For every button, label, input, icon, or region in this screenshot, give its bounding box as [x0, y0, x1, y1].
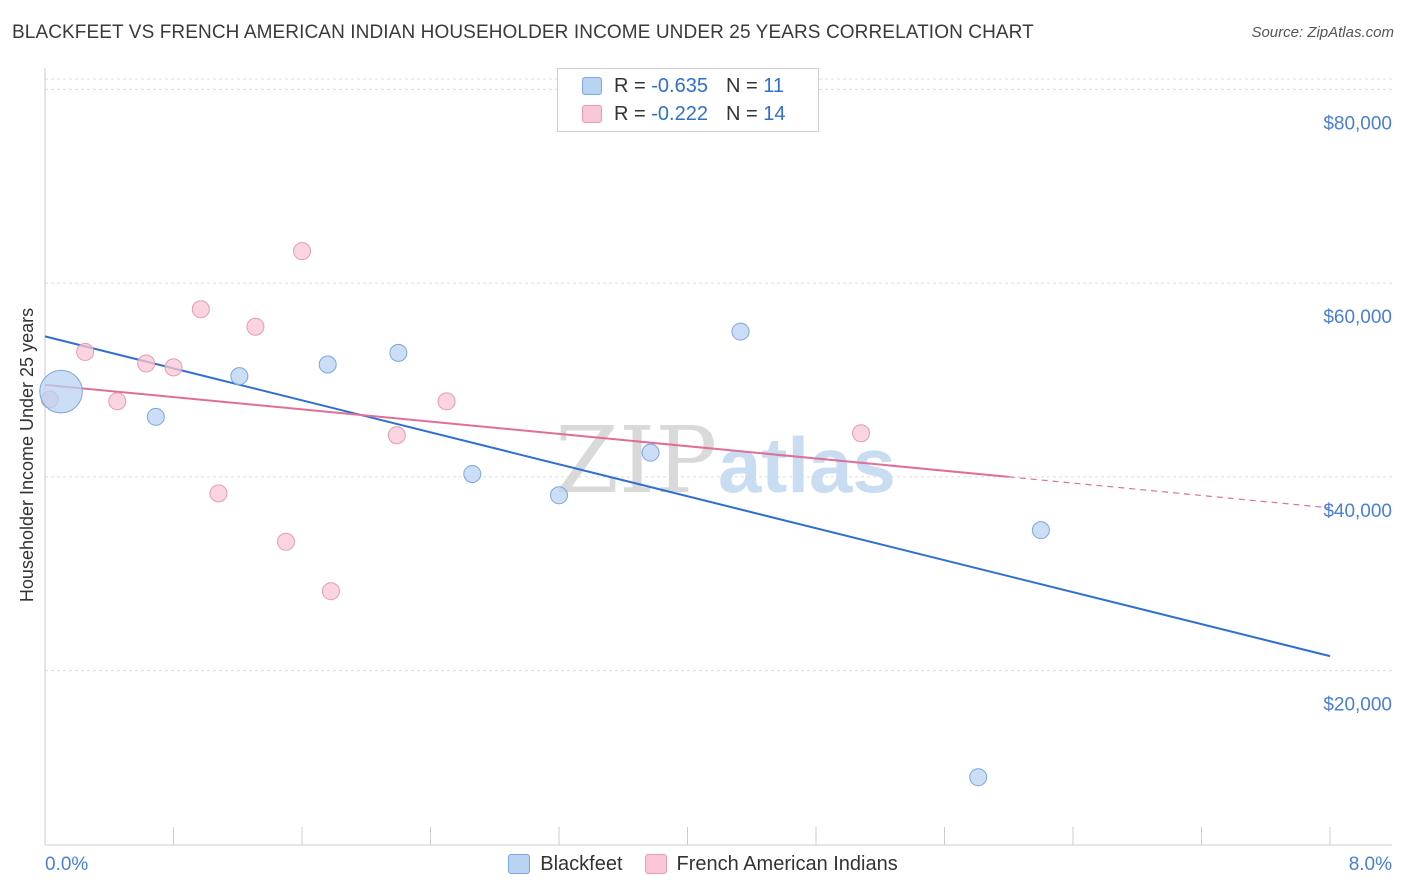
point-french [209, 484, 228, 503]
legend-r-label: R = [614, 74, 646, 97]
legend-r-label: R = [614, 102, 646, 125]
point-french [108, 392, 127, 411]
point-blackfeet [550, 486, 568, 505]
legend-swatch-blackfeet [582, 77, 602, 95]
y-tick-label: $60,000 [1323, 307, 1392, 328]
x-tick-label: 0.0% [45, 854, 88, 875]
point-french [76, 342, 95, 361]
point-french [164, 358, 183, 377]
point-blackfeet [230, 367, 249, 386]
point-blackfeet [389, 343, 408, 362]
legend-n-label: N = [725, 102, 758, 125]
trend-line-blackfeet [44, 335, 1331, 658]
point-french [851, 424, 870, 443]
legend-row-blackfeet: R = -0.635 N = 11 [582, 73, 784, 99]
point-french [321, 582, 340, 601]
point-french [387, 426, 406, 445]
point-blackfeet [318, 355, 337, 374]
y-axis-label: Householder Income Under 25 years [17, 308, 37, 602]
source-label: Source: ZipAtlas.com [1251, 24, 1394, 41]
point-blackfeet [39, 369, 83, 414]
point-french [191, 300, 210, 319]
series-label-french: French American Indians [676, 852, 898, 875]
x-tick-label: 8.0% [1349, 854, 1392, 875]
correlation-legend: R = -0.635 N = 11 R = -0.222 N = 14 [557, 68, 819, 132]
legend-swatch-french [582, 105, 602, 123]
point-french [437, 392, 456, 411]
point-blackfeet [731, 322, 750, 341]
series-legend-blackfeet[interactable]: Blackfeet [508, 852, 623, 876]
point-french [293, 242, 311, 261]
y-tick-label: $80,000 [1323, 113, 1392, 134]
tick-labels: $20,000 $40,000 $60,000 $80,000 0.0% 8.0% [45, 113, 1392, 875]
series-legend-french[interactable]: French American Indians [644, 852, 898, 876]
point-french [246, 317, 265, 336]
point-blackfeet [641, 443, 660, 462]
point-blackfeet [463, 464, 482, 483]
trend-lines [44, 335, 1331, 658]
legend-n-label: N = [725, 74, 758, 97]
point-blackfeet [1031, 521, 1050, 540]
point-blackfeet [969, 768, 988, 787]
legend-r-value: -0.635 [651, 74, 708, 97]
data-points [39, 242, 1050, 787]
legend-n-value: 14 [763, 102, 786, 125]
legend-row-french: R = -0.222 N = 14 [582, 101, 785, 127]
trend-line-french [44, 383, 1009, 478]
point-french [276, 532, 295, 551]
series-swatch-french [644, 854, 667, 874]
legend-n-value: 11 [763, 74, 784, 97]
legend-r-value: -0.222 [651, 102, 708, 125]
series-swatch-blackfeet [508, 854, 531, 874]
series-legend: Blackfeet French American Indians [0, 850, 1406, 878]
point-french [137, 354, 156, 373]
series-label-blackfeet: Blackfeet [540, 852, 623, 875]
chart-title: BLACKFEET VS FRENCH AMERICAN INDIAN HOUS… [12, 22, 1034, 43]
y-tick-label: $20,000 [1323, 695, 1392, 716]
trend-line-french-extension [1008, 476, 1331, 509]
point-blackfeet [146, 407, 165, 426]
axes [44, 68, 1392, 846]
y-tick-label: $40,000 [1323, 501, 1392, 522]
